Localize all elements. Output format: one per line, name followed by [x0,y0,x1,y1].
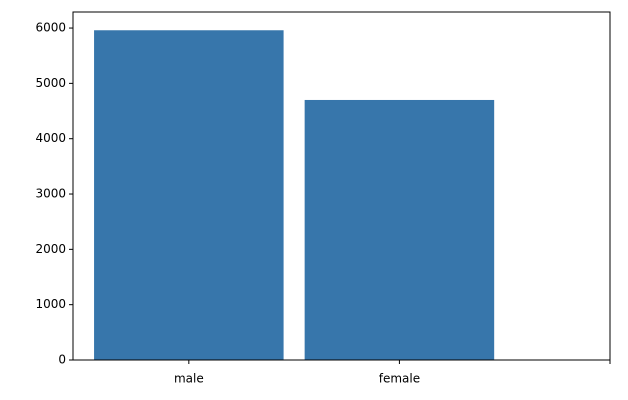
y-tick-label: 4000 [35,131,66,145]
y-tick-label: 2000 [35,242,66,256]
y-tick-label: 6000 [35,21,66,35]
y-tick-label: 3000 [35,187,66,201]
bar [94,30,284,361]
bar [304,99,495,360]
axes-frame [72,11,611,361]
x-tick-label: male [174,372,204,386]
y-tick-label: 0 [58,353,66,367]
x-tick-label: female [379,372,420,386]
y-tick-label: 5000 [35,76,66,90]
y-tick-label: 1000 [35,297,66,311]
